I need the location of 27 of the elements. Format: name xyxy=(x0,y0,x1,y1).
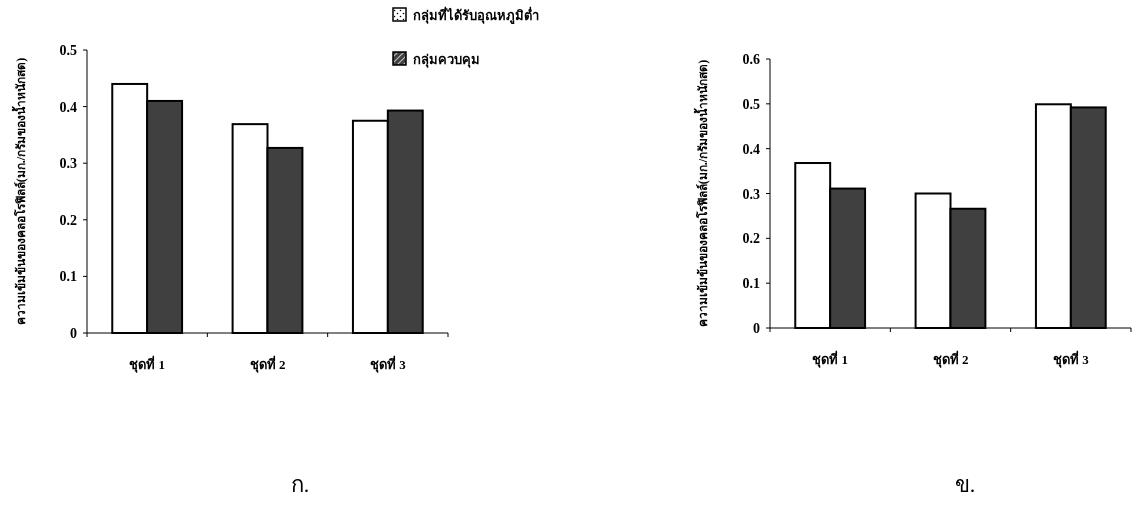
x-tick-label: ชุดที่ 2 xyxy=(249,355,286,373)
y-tick-label: 0.5 xyxy=(742,96,760,112)
x-tick-label: ชุดที่ 2 xyxy=(932,350,969,368)
y-tick-label: 0.6 xyxy=(742,52,760,67)
y-tick-label: 0 xyxy=(70,326,77,341)
y-tick-label: 0.2 xyxy=(742,231,760,247)
y-tick-label: 0.3 xyxy=(742,186,760,202)
legend-label: กลุ่มควบคุม xyxy=(413,52,480,68)
x-tick-label: ชุดที่ 3 xyxy=(369,355,407,373)
legend-item: กลุ่มควบคุม xyxy=(392,51,480,67)
y-axis-title: ความเข้มข้นของคลอโรฟิลล์(มก./กรัมของน้ำหนักสด) xyxy=(693,59,710,328)
y-tick-label: 0.1 xyxy=(59,269,77,285)
text: ข. xyxy=(954,472,976,497)
legend-label: กลุ่มที่ได้รับอุณหภูมิต่ำ xyxy=(413,6,539,24)
text: ก. xyxy=(290,472,310,497)
x-tick-label: ชุดที่ 3 xyxy=(1052,350,1090,368)
legend-item: กลุ่มที่ได้รับอุณหภูมิต่ำ xyxy=(392,7,539,23)
y-tick-label: 0.5 xyxy=(59,43,77,58)
y-tick-label: 0.4 xyxy=(59,99,77,115)
y-tick-label: 0.2 xyxy=(59,212,77,228)
y-tick-label: 0.3 xyxy=(59,156,77,172)
y-tick-label: 0 xyxy=(753,321,760,336)
y-tick-label: 0.4 xyxy=(742,141,760,157)
x-tick-label: ชุดที่ 1 xyxy=(812,350,849,368)
y-tick-label: 0.1 xyxy=(742,276,760,292)
y-axis-title: ความเข้มข้นของคลอโรฟิลล์(มก./กรัมของน้ำหนักสด) xyxy=(11,57,28,326)
x-tick-label: ชุดที่ 1 xyxy=(129,355,166,373)
